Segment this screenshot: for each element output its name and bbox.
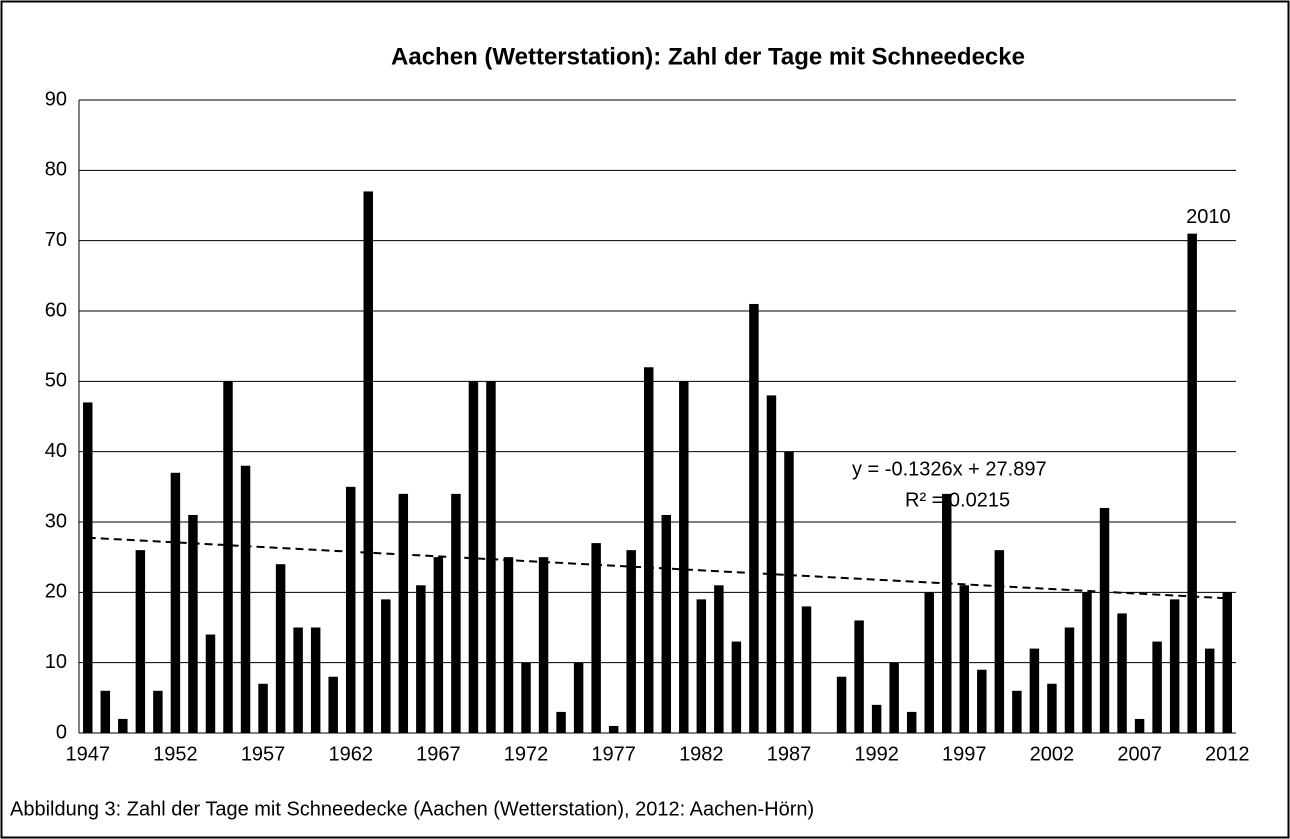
trendline <box>87 536 1228 600</box>
bar <box>170 472 181 733</box>
bar <box>451 493 461 733</box>
bar <box>1064 627 1075 733</box>
x-tick-label: 1962 <box>328 743 373 765</box>
bar <box>854 620 864 733</box>
y-tick-label: 0 <box>56 721 67 743</box>
x-tick-label: 1972 <box>504 743 549 765</box>
caption: Abbildung 3: Zahl der Tage mit Schneedec… <box>10 798 814 820</box>
bar <box>1029 648 1040 733</box>
bar <box>977 669 987 733</box>
x-tick-label: 1997 <box>942 743 987 765</box>
annotation: 2010 <box>1186 206 1231 228</box>
bar <box>784 451 794 733</box>
bar <box>608 725 619 733</box>
bar <box>959 585 970 733</box>
bar <box>906 711 917 733</box>
x-tick-label: 1977 <box>591 743 636 765</box>
x-tick-label: 1987 <box>767 743 812 765</box>
bar <box>486 381 496 733</box>
bar <box>924 592 934 733</box>
bar <box>679 381 689 733</box>
bar <box>696 599 707 733</box>
chart-title: Aachen (Wetterstation): Zahl der Tage mi… <box>391 43 1025 70</box>
bar <box>381 599 391 733</box>
bar <box>573 662 584 733</box>
x-tick-label: 2007 <box>1117 743 1162 765</box>
y-tick-label: 70 <box>45 229 67 251</box>
bar <box>1169 599 1180 733</box>
bar <box>942 493 952 733</box>
bar <box>556 711 566 733</box>
y-tick-label: 40 <box>45 440 67 462</box>
bar <box>749 303 759 733</box>
x-tick-label: 2012 <box>1205 743 1250 765</box>
x-tick-label: 1992 <box>854 743 899 765</box>
x-tick-label: 2002 <box>1030 743 1075 765</box>
y-tick-label: 10 <box>45 651 67 673</box>
bar <box>766 395 777 733</box>
bar <box>1047 683 1057 733</box>
x-tick-label: 1952 <box>153 743 198 765</box>
bar <box>363 191 373 733</box>
bar <box>83 402 93 733</box>
bar <box>468 381 479 733</box>
bar <box>836 676 847 733</box>
bar <box>205 634 216 733</box>
bar <box>1117 613 1127 733</box>
bar <box>310 627 321 733</box>
bar <box>1082 592 1092 733</box>
trendline-equation: y = -0.1326x + 27.897 <box>852 458 1047 480</box>
y-tick-label: 60 <box>45 299 67 321</box>
bar <box>801 606 812 733</box>
bar <box>153 690 163 733</box>
bar <box>731 641 742 733</box>
bar <box>416 585 426 733</box>
bar <box>521 662 531 733</box>
bar <box>591 543 601 733</box>
bar <box>275 564 286 733</box>
bar <box>1204 648 1215 733</box>
bar <box>1187 233 1197 733</box>
bar <box>293 627 303 733</box>
x-tick-label: 1967 <box>416 743 461 765</box>
y-tick-label: 30 <box>45 510 67 532</box>
bar <box>626 550 636 733</box>
y-tick-label: 90 <box>45 88 67 110</box>
bar <box>223 381 233 733</box>
bar <box>503 557 514 733</box>
bar <box>398 493 409 733</box>
bar <box>714 585 724 733</box>
bar <box>345 486 356 733</box>
bar <box>1134 718 1145 733</box>
bar <box>328 676 338 733</box>
bar <box>644 367 654 733</box>
bar <box>538 557 549 733</box>
x-tick-label: 1982 <box>679 743 724 765</box>
y-tick-label: 80 <box>45 159 67 181</box>
bar <box>1012 690 1022 733</box>
bar <box>240 465 251 733</box>
x-tick-label: 1957 <box>241 743 286 765</box>
bar <box>1099 507 1110 733</box>
bar <box>661 514 671 733</box>
bar <box>889 662 899 733</box>
y-tick-label: 50 <box>45 370 67 392</box>
bar <box>188 514 198 733</box>
bar <box>994 550 1005 733</box>
y-tick-label: 20 <box>45 581 67 603</box>
bar <box>1222 592 1232 733</box>
bar <box>135 550 146 733</box>
bar <box>1152 641 1162 733</box>
x-tick-label: 1947 <box>66 743 111 765</box>
trendline-r-squared: R² = 0.0215 <box>905 489 1010 511</box>
bar <box>871 704 882 733</box>
bar <box>100 690 111 733</box>
bar <box>433 557 444 733</box>
bar <box>118 718 128 733</box>
bar <box>258 683 268 733</box>
